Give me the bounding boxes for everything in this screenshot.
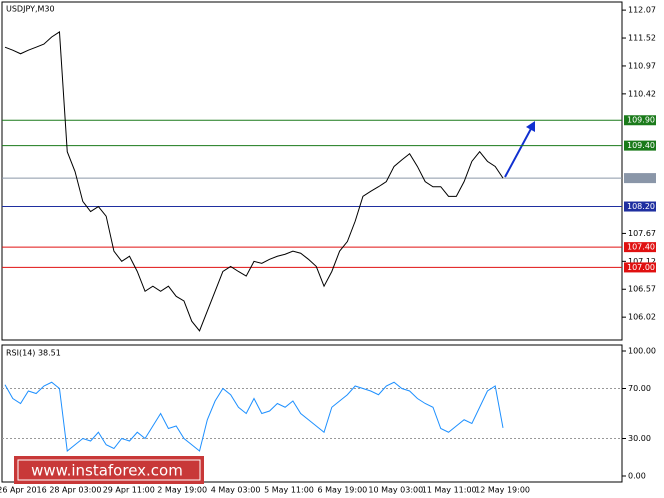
x-tick-label: 5 May 11:00 (264, 486, 314, 495)
x-tick-label: 6 May 19:00 (318, 486, 368, 495)
x-tick-label: 4 May 03:00 (211, 486, 261, 495)
x-tick-label: 28 Apr 03:00 (49, 486, 101, 495)
y-tick-label: 0.00 (628, 472, 646, 481)
x-tick-label: 12 May 19:00 (475, 486, 530, 495)
watermark: www.instaforex.com (31, 462, 183, 480)
x-tick-label: 10 May 03:00 (368, 486, 423, 495)
arrow (504, 124, 534, 178)
level-box (624, 242, 656, 253)
y-tick-label: 30.00 (628, 434, 651, 443)
y-tick-label: 112.07 (628, 6, 656, 15)
y-tick-label: 110.97 (628, 61, 656, 70)
y-tick-label: 106.57 (628, 285, 656, 294)
y-tick-label: 110.42 (628, 89, 656, 98)
arrow-head (526, 121, 535, 132)
price-panel (1, 1, 623, 341)
chart-title: USDJPY,M30 (6, 5, 55, 14)
watermark-box (14, 456, 204, 484)
series-line (4, 381, 504, 452)
rsi-title: RSI(14) 38.51 (6, 349, 61, 358)
x-tick-label: 26 Apr 2016 (0, 486, 47, 495)
y-tick-label: 107.67 (628, 229, 656, 238)
y-tick-label: 70.00 (628, 384, 651, 393)
level-label: 109.90 (627, 116, 655, 125)
level-label: 109.40 (627, 141, 655, 150)
level-box (624, 140, 656, 151)
level-box (624, 115, 656, 126)
watermark-frame (17, 459, 201, 481)
y-tick-label: 111.52 (628, 34, 656, 43)
series-line (4, 31, 504, 332)
y-tick-label: 107.12 (628, 257, 656, 266)
level-box (624, 201, 656, 212)
level-label: 108.20 (627, 202, 655, 211)
level-box (624, 173, 656, 184)
level-label: 107.40 (627, 243, 655, 252)
x-tick-label: 11 May 11:00 (422, 486, 477, 495)
y-tick-label: 100.00 (628, 347, 656, 356)
y-tick-label: 106.02 (628, 313, 656, 322)
x-tick-label: 2 May 19:00 (157, 486, 207, 495)
x-tick-label: 29 Apr 11:00 (103, 486, 155, 495)
level-box (624, 262, 656, 273)
rsi-panel (1, 344, 623, 483)
level-label: 107.00 (627, 263, 655, 272)
